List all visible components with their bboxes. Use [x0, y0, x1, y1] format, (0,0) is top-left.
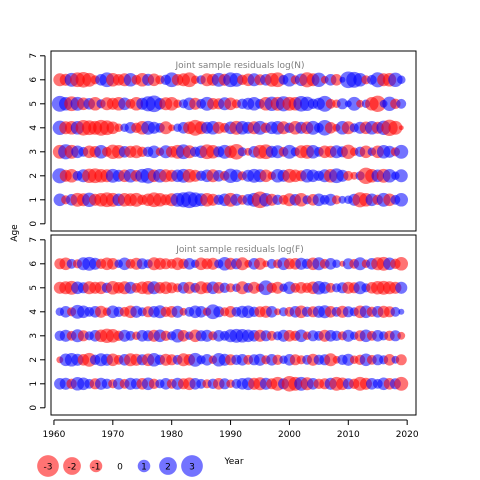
y-tick-label-log-f-0: 0 [29, 405, 39, 411]
x-axis-title: Year [223, 457, 243, 467]
x-axis: 1960 1970 1980 1990 2000 2010 2020 [42, 419, 419, 440]
y-axis-title: Age [10, 224, 20, 242]
bubble-log-n-age2-2019 [394, 169, 408, 183]
panel-title-log-n: Joint sample residuals log(N) [174, 61, 304, 71]
legend-label--3: -3 [44, 463, 53, 473]
y-tick-label-log-n-6: 6 [29, 77, 39, 83]
bubble-log-n-age5-2012 [356, 99, 364, 108]
x-tick-label-1960: 1960 [42, 430, 65, 440]
bubble-log-n-age3-2019 [394, 144, 409, 159]
bubble-log-f-age2-2019 [395, 354, 407, 366]
panel-title-log-f: Joint sample residuals log(F) [175, 245, 303, 255]
bubble-log-f-age5-2019 [395, 281, 408, 294]
y-tick-label-log-f-5: 5 [29, 285, 39, 291]
x-tick-label-1980: 1980 [160, 430, 183, 440]
legend-bubble-3 [181, 455, 203, 477]
x-tick-label-1990: 1990 [219, 430, 242, 440]
x-tick-label-2020: 2020 [396, 430, 419, 440]
bubble-log-n-age3-2010 [341, 144, 356, 159]
legend-bubble--3 [37, 455, 59, 477]
bubble-log-f-age3-2018 [389, 330, 401, 342]
bubble-log-n-age4-2019 [398, 125, 404, 131]
x-tick-label-2010: 2010 [337, 430, 360, 440]
y-tick-label-log-f-1: 1 [29, 381, 39, 387]
y-tick-label-log-f-7: 7 [29, 237, 39, 243]
bubble-log-f-age4-2019 [398, 308, 405, 315]
bubble-log-n-age5-2011 [347, 96, 362, 111]
panel-frame-log-n [50, 50, 417, 232]
y-tick-label-log-n-2: 2 [29, 173, 39, 179]
bubble-log-f-age2-2007 [324, 353, 338, 367]
bubble-log-f-age4-2018 [390, 306, 401, 317]
bubble-log-n-age1-2009 [338, 195, 347, 204]
bubble-log-n-age4-2007 [324, 122, 337, 134]
size-legend: -3 -2 -1 0 1 2 3 [37, 455, 203, 477]
y-axis-log-f: 0 1 2 3 4 5 6 7 [29, 237, 46, 411]
bubble-log-n-age5-2019 [396, 98, 407, 109]
legend-label-0: 0 [117, 463, 123, 473]
bubble-log-n-age6-1983 [181, 72, 197, 88]
bubble-log-n-age6-2019 [397, 75, 406, 85]
bubble-log-n-age3-1992 [237, 147, 247, 157]
bubbles-log-n [51, 71, 409, 209]
legend-label-1: 1 [141, 463, 147, 473]
bubble-log-f-age6-2008 [332, 259, 341, 269]
panel-log-f: Joint sample residuals log(F) 0 1 2 3 4 5 6 7 [29, 234, 417, 416]
legend-label--2: -2 [68, 463, 77, 473]
bubble-log-f-age4-1981 [171, 305, 184, 318]
x-tick-label-2000: 2000 [278, 430, 301, 440]
bubble-log-f-age6-1992 [235, 257, 249, 271]
bubble-log-n-age6-2005 [311, 72, 327, 87]
y-tick-label-log-f-6: 6 [29, 261, 39, 267]
bubble-log-f-age1-2019 [394, 376, 409, 391]
y-tick-label-log-n-0: 0 [29, 221, 39, 227]
bubbles-log-f [53, 256, 409, 392]
legend-bubble--1 [89, 459, 103, 473]
bubble-log-n-age1-2019 [394, 193, 409, 207]
bubble-log-n-age4-1980 [168, 124, 176, 132]
y-tick-label-log-f-3: 3 [29, 333, 39, 339]
legend-label--1: -1 [92, 463, 101, 473]
bubble-log-n-age6-2008 [330, 74, 343, 86]
panel-frame-log-f [50, 234, 417, 416]
y-tick-label-log-n-7: 7 [29, 53, 39, 59]
y-tick-label-log-n-4: 4 [29, 125, 39, 131]
legend-bubble--2 [63, 457, 81, 475]
y-axis-log-n: 0 1 2 3 4 5 6 7 [29, 53, 46, 227]
legend-label-3: 3 [189, 463, 195, 473]
legend-bubble-2 [159, 457, 177, 475]
y-tick-label-log-n-5: 5 [29, 101, 39, 107]
bubble-log-f-age4-1997 [266, 306, 278, 318]
bubble-log-f-age6-1995 [253, 257, 267, 270]
bubble-log-n-age1-2008 [331, 195, 342, 205]
bubble-log-n-age2-2010 [343, 170, 354, 181]
legend-bubble-1 [137, 459, 151, 473]
bubble-log-n-age4-1979 [159, 121, 173, 135]
bubble-log-n-age4-2018 [388, 120, 403, 135]
bubble-log-n-age5-2015 [369, 95, 386, 112]
x-tick-label-1970: 1970 [101, 430, 124, 440]
y-tick-label-log-n-3: 3 [29, 149, 39, 155]
bubble-log-n-age5-2009 [336, 98, 348, 110]
bubble-log-n-age4-1971 [114, 123, 123, 133]
y-tick-label-log-f-2: 2 [29, 357, 39, 363]
legend-label-2: 2 [165, 463, 171, 473]
panel-log-n: Joint sample residuals log(N) 0 1 2 3 4 5 6 7 [29, 50, 417, 232]
bubble-log-f-age2-2017 [383, 354, 396, 366]
y-tick-label-log-f-4: 4 [29, 309, 39, 315]
bubble-log-f-age6-2019 [394, 257, 409, 271]
bubble-log-f-age3-2019 [397, 331, 406, 340]
y-tick-label-log-n-1: 1 [29, 197, 39, 203]
